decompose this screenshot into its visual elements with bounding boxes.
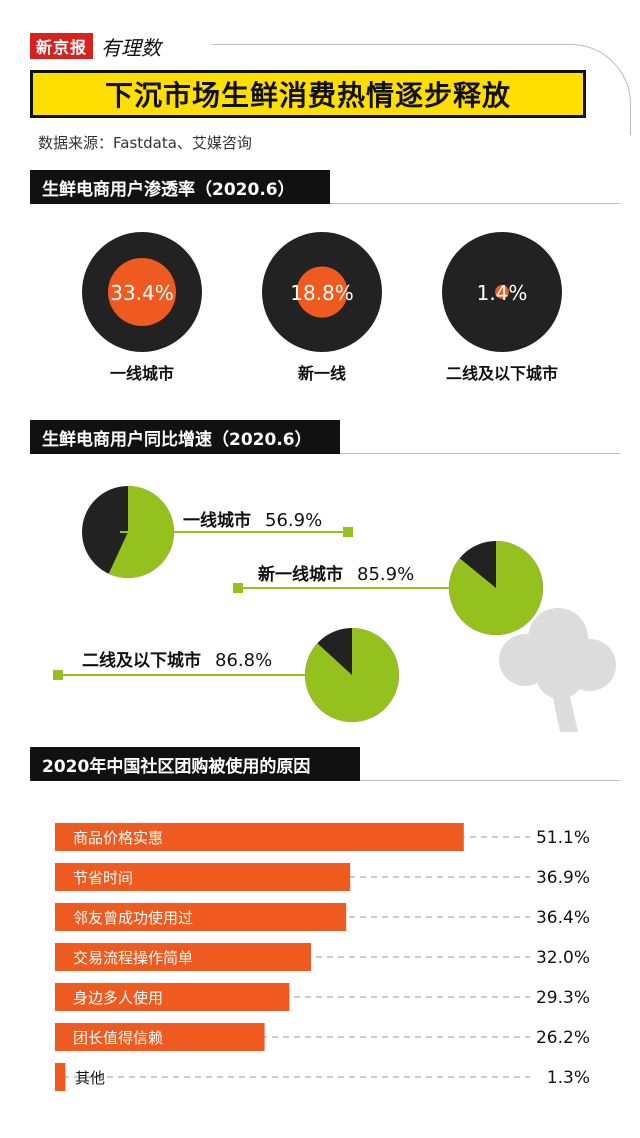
growth-label: 新一线城市 85.9% [258, 564, 414, 585]
reason-category-label: 身边多人使用 [73, 989, 163, 1007]
growth-category-label: 新一线城市 [258, 564, 343, 585]
reason-value-label: 1.3% [547, 1068, 590, 1088]
reason-bar [55, 1063, 66, 1091]
penetration-value-label: 18.8% [290, 281, 354, 305]
brand-name: 新京报 [30, 33, 94, 59]
penetration-category-label: 一线城市 [110, 364, 174, 383]
penetration-category-label: 二线及以下城市 [446, 364, 558, 383]
growth-label: 二线及以下城市 86.8% [82, 650, 272, 671]
penetration-category-label: 新一线 [298, 364, 346, 383]
penetration-value-label: 33.4% [110, 281, 174, 305]
growth-pointer-marker [53, 670, 63, 680]
growth-pointer-marker [343, 527, 353, 537]
growth-pie-slice [305, 628, 400, 722]
brand-logo: 新京报 有理数 [30, 33, 162, 60]
reason-value-label: 51.1% [536, 828, 590, 848]
reason-bar [55, 823, 464, 851]
reason-value-label: 32.0% [536, 948, 590, 968]
penetration-value-circle [108, 258, 176, 326]
reason-category-label: 邻友曾成功使用过 [73, 909, 193, 927]
reason-bar [55, 863, 351, 891]
reason-value-label: 36.9% [536, 868, 590, 888]
reason-category-label: 团长值得信赖 [73, 1029, 163, 1047]
reason-bar [55, 943, 311, 971]
page-title: 下沉市场生鲜消费热情逐步释放 [30, 70, 586, 118]
section-title-growth: 生鲜电商用户同比增速（2020.6） [30, 420, 340, 454]
growth-pie-slice [449, 541, 544, 635]
growth-label: 一线城市 56.9% [183, 510, 322, 531]
growth-value-label: 85.9% [357, 564, 414, 585]
growth-value-label: 86.8% [215, 650, 272, 671]
section-divider [330, 203, 620, 204]
reason-category-label: 交易流程操作简单 [73, 949, 193, 967]
reason-bar [55, 903, 347, 931]
data-source: 数据来源：Fastdata、艾媒咨询 [38, 134, 252, 152]
section-divider [360, 780, 620, 781]
growth-value-label: 56.9% [265, 510, 322, 531]
section-divider [340, 453, 620, 454]
penetration-value-label: 1.4% [477, 281, 528, 305]
penetration-value-circle [296, 266, 348, 318]
reason-value-label: 36.4% [536, 908, 590, 928]
growth-category-label: 二线及以下城市 [82, 650, 201, 671]
growth-pointer-marker [233, 583, 243, 593]
reason-bar [55, 1023, 265, 1051]
decorative-line [212, 44, 572, 45]
growth-chart: 一线城市 56.9% 新一线城市 85.9% 二线及以下城市 86.8% [53, 486, 616, 732]
reason-category-label: 节省时间 [73, 869, 133, 887]
reason-value-label: 29.3% [536, 988, 590, 1008]
brand-sub: 有理数 [101, 35, 162, 60]
section-title-reasons: 2020年中国社区团购被使用的原因 [30, 747, 360, 781]
reason-category-label: 其他 [75, 1069, 105, 1087]
reason-category-label: 商品价格实惠 [73, 829, 163, 847]
section-title-penetration: 生鲜电商用户渗透率（2020.6） [30, 170, 330, 204]
reasons-bar-chart: 商品价格实惠 51.1% 节省时间 36.9% 邻友曾成功使用过 36.4% 交易流程操作简… [55, 823, 590, 1091]
broccoli-icon [499, 608, 616, 732]
growth-category-label: 一线城市 [183, 510, 251, 531]
reason-value-label: 26.2% [536, 1028, 590, 1048]
reason-bar [55, 983, 290, 1011]
penetration-value-circle [495, 285, 509, 299]
penetration-chart: 33.4% 一线城市 18.8% 新一线 1.4% 二线及以下城市 [82, 232, 562, 383]
